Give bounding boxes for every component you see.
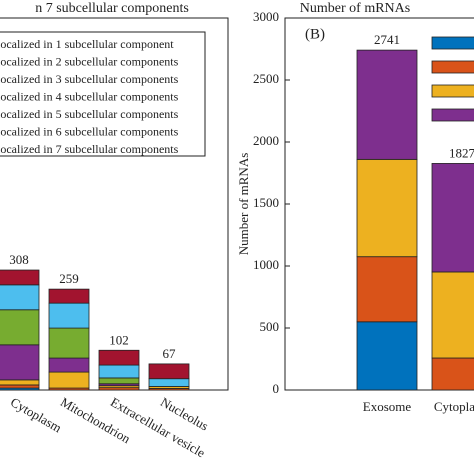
left-title: n 7 subcellular components bbox=[35, 1, 189, 16]
legend-label: localized in 5 subcellular components bbox=[0, 107, 179, 121]
y-tick-label: 0 bbox=[273, 381, 280, 396]
legend-label: localized in 6 subcellular components bbox=[0, 124, 179, 138]
bar-total-label: 102 bbox=[109, 332, 129, 347]
legend-label: localized in 4 subcellular components bbox=[0, 89, 179, 103]
bar-segment bbox=[48, 327, 90, 359]
bar-segment bbox=[98, 349, 140, 366]
bar-segment bbox=[48, 302, 90, 329]
bar-segment bbox=[0, 344, 40, 381]
bar-segment bbox=[356, 49, 418, 160]
y-tick-label: 2500 bbox=[253, 71, 279, 86]
bar-segment bbox=[431, 357, 474, 391]
right-title: Number of mRNAs bbox=[300, 1, 410, 16]
y-tick-label: 500 bbox=[260, 319, 280, 334]
bar-segment bbox=[0, 309, 40, 346]
legend-swatch bbox=[431, 108, 474, 122]
y-axis-label: Number of mRNAs bbox=[236, 153, 251, 256]
bar-segment bbox=[48, 288, 90, 304]
bar-segment bbox=[48, 357, 90, 373]
x-tick-label: Cytoplasm bbox=[434, 399, 474, 414]
legend-label: localized in 7 subcellular components bbox=[0, 142, 179, 156]
legend-label: localized in 3 subcellular components bbox=[0, 72, 179, 86]
bar-segment bbox=[0, 379, 40, 386]
bar-segment bbox=[148, 363, 190, 380]
bar-total-label: 2741 bbox=[374, 32, 400, 47]
legend-swatch bbox=[431, 36, 474, 50]
bar-segment bbox=[431, 163, 474, 273]
bar-segment bbox=[356, 256, 418, 323]
bar-segment bbox=[98, 377, 140, 385]
y-tick-label: 2000 bbox=[253, 133, 279, 148]
panel-label: (B) bbox=[305, 26, 325, 42]
y-tick-label: 1500 bbox=[253, 195, 279, 210]
bar-segment bbox=[0, 284, 40, 311]
bar-segment bbox=[356, 158, 418, 258]
y-tick-label: 3000 bbox=[253, 9, 279, 24]
bar-segment bbox=[0, 269, 40, 286]
legend-swatch bbox=[431, 84, 474, 98]
bar-total-label: 259 bbox=[59, 271, 79, 286]
bar-segment bbox=[431, 271, 474, 359]
bar-segment bbox=[98, 364, 140, 379]
y-tick-label: 1000 bbox=[253, 257, 279, 272]
bar-total-label: 1827 bbox=[449, 145, 474, 160]
left-legend-box bbox=[0, 31, 206, 157]
bar-total-label: 308 bbox=[9, 252, 29, 267]
x-tick-label: Exosome bbox=[363, 399, 412, 414]
bar-segment bbox=[48, 371, 90, 389]
bar-segment bbox=[0, 384, 40, 389]
legend-swatch bbox=[431, 60, 474, 74]
bar-segment bbox=[148, 378, 190, 387]
legend-label: localized in 2 subcellular components bbox=[0, 54, 179, 68]
legend-label: localized in 1 subcellular component bbox=[0, 37, 174, 51]
bar-total-label: 67 bbox=[163, 346, 177, 361]
bar-segment bbox=[356, 321, 418, 391]
